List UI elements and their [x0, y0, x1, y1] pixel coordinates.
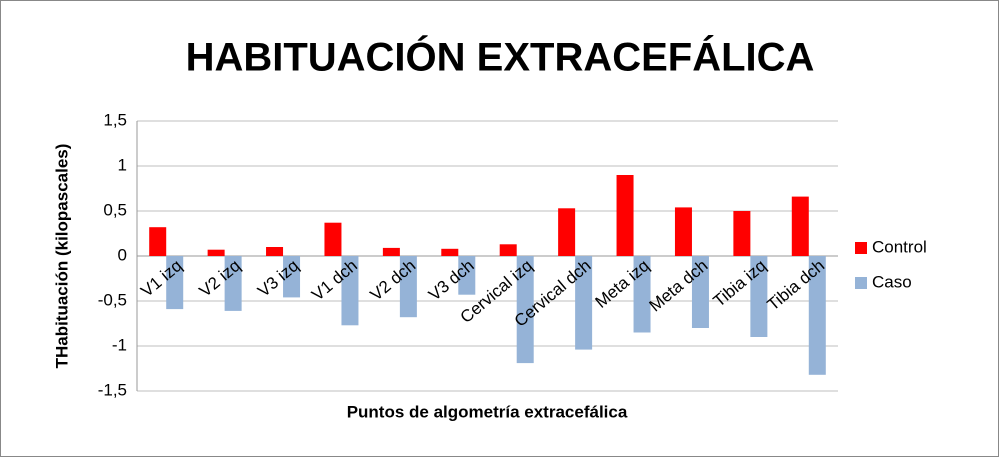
chart-title: HABITUACIÓN EXTRACEFÁLICA [186, 34, 815, 80]
legend-label: Control [872, 237, 927, 256]
bar [382, 247, 400, 256]
legend-swatch [855, 242, 867, 254]
bar [341, 256, 359, 326]
bar [575, 256, 593, 350]
y-tick-label: -1,5 [98, 380, 127, 399]
bar [791, 196, 809, 256]
y-tick-label: 0,5 [103, 200, 127, 219]
y-tick-label: -0,5 [98, 290, 127, 309]
bar [674, 207, 692, 256]
bar [558, 208, 576, 256]
bar [266, 247, 284, 256]
bar [733, 211, 751, 256]
bar [750, 256, 768, 337]
legend-label: Caso [872, 272, 912, 291]
bar [207, 249, 225, 256]
bar [399, 256, 417, 318]
bar [283, 256, 301, 298]
legend-swatch [855, 277, 867, 289]
bar [808, 256, 826, 375]
bar [224, 256, 242, 311]
y-tick-label: -1 [112, 335, 127, 354]
bar [441, 248, 459, 256]
bar [616, 175, 634, 256]
y-axis-title: THabituación (kilopascales) [52, 144, 71, 369]
bar [458, 256, 476, 295]
y-tick-label: 1 [118, 155, 127, 174]
y-tick-label: 1,5 [103, 110, 127, 129]
bar [149, 227, 167, 256]
bar [166, 256, 184, 310]
bar [633, 256, 651, 333]
y-tick-label: 0 [118, 245, 127, 264]
bar [691, 256, 709, 328]
bar [516, 256, 534, 364]
x-axis-title: Puntos de algometría extracefálica [347, 402, 628, 421]
bar [499, 244, 517, 256]
bar [324, 222, 342, 256]
